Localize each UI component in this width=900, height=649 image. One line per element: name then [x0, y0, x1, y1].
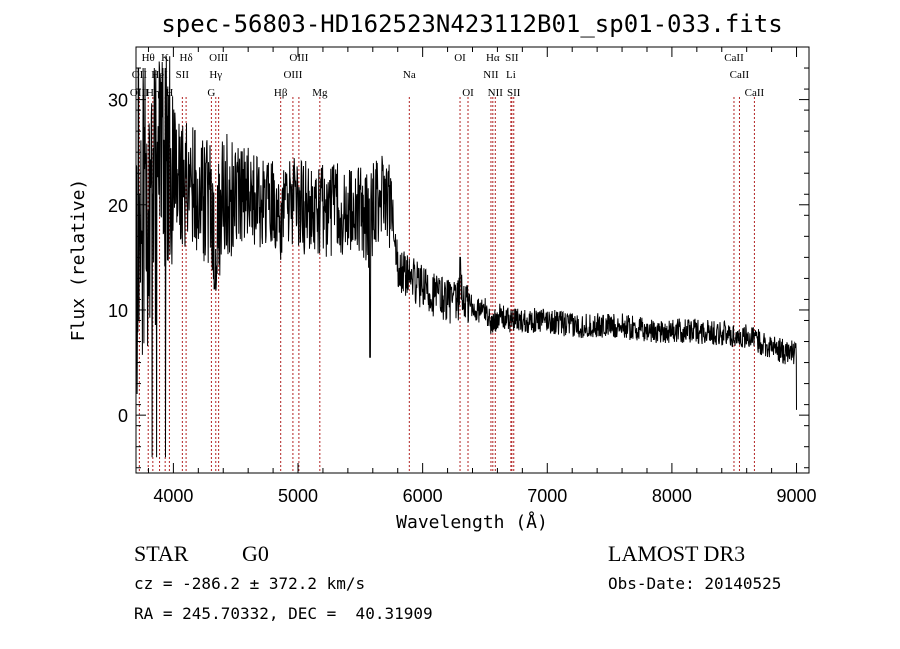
observation-date: Obs-Date: 20140525 [608, 574, 781, 593]
y-tick-label: 10 [108, 301, 128, 321]
line-label: Hθ [142, 52, 155, 64]
spectral-line-markers [138, 97, 755, 473]
line-label: CaII [730, 69, 750, 81]
redshift-velocity: cz = -286.2 ± 372.2 km/s [134, 574, 365, 593]
line-label: SII [505, 52, 519, 64]
y-tick-label: 30 [108, 91, 128, 111]
y-tick-label: 20 [108, 196, 128, 216]
chart-title: spec-56803-HD162523N423112B01_sp01-033.f… [161, 10, 782, 38]
line-label: OIII [130, 87, 149, 99]
plot-frame [135, 46, 810, 474]
x-tick-label: 6000 [403, 486, 443, 506]
line-label: Hγ [209, 69, 222, 81]
line-label: OIII [209, 52, 228, 64]
y-axis-label: Flux (relative) [68, 179, 89, 342]
x-tick-label: 5000 [278, 486, 318, 506]
line-label: Hβ [274, 87, 288, 99]
line-label: OIII [283, 69, 302, 81]
line-label: Li [506, 69, 516, 81]
line-label: SII [507, 87, 521, 99]
line-label: CaII [724, 52, 744, 64]
line-label: G [207, 87, 215, 99]
object-class: STAR [134, 541, 189, 566]
line-label: Hη [146, 87, 160, 99]
line-label: Hα [486, 52, 500, 64]
line-label: Mg [312, 87, 328, 99]
x-tick-label: 9000 [777, 486, 817, 506]
line-label: SII [176, 69, 190, 81]
y-axis-ticks: 0 10 20 30 [108, 46, 809, 469]
x-axis-label: Wavelength (Å) [396, 511, 548, 533]
line-label: NII [483, 69, 499, 81]
line-label: Na [403, 69, 416, 81]
flux-series-line [135, 56, 797, 458]
x-tick-label: 7000 [527, 486, 567, 506]
y-tick-label: 0 [118, 406, 128, 426]
object-subclass: G0 [242, 541, 269, 566]
x-tick-label: 8000 [652, 486, 692, 506]
line-label: K [161, 52, 169, 64]
line-label: OI [462, 87, 474, 99]
survey-name: LAMOST DR3 [608, 541, 745, 566]
line-label: OIII [289, 52, 308, 64]
sky-coordinates: RA = 245.70332, DEC = 40.31909 [134, 604, 433, 623]
line-label: NII [488, 87, 504, 99]
line-label: OI [454, 52, 466, 64]
x-tick-label: 4000 [153, 486, 193, 506]
line-label: Hδ [180, 52, 193, 64]
line-label: CaII [745, 87, 765, 99]
x-axis-ticks: 4000 5000 6000 7000 8000 9000 [147, 47, 817, 506]
